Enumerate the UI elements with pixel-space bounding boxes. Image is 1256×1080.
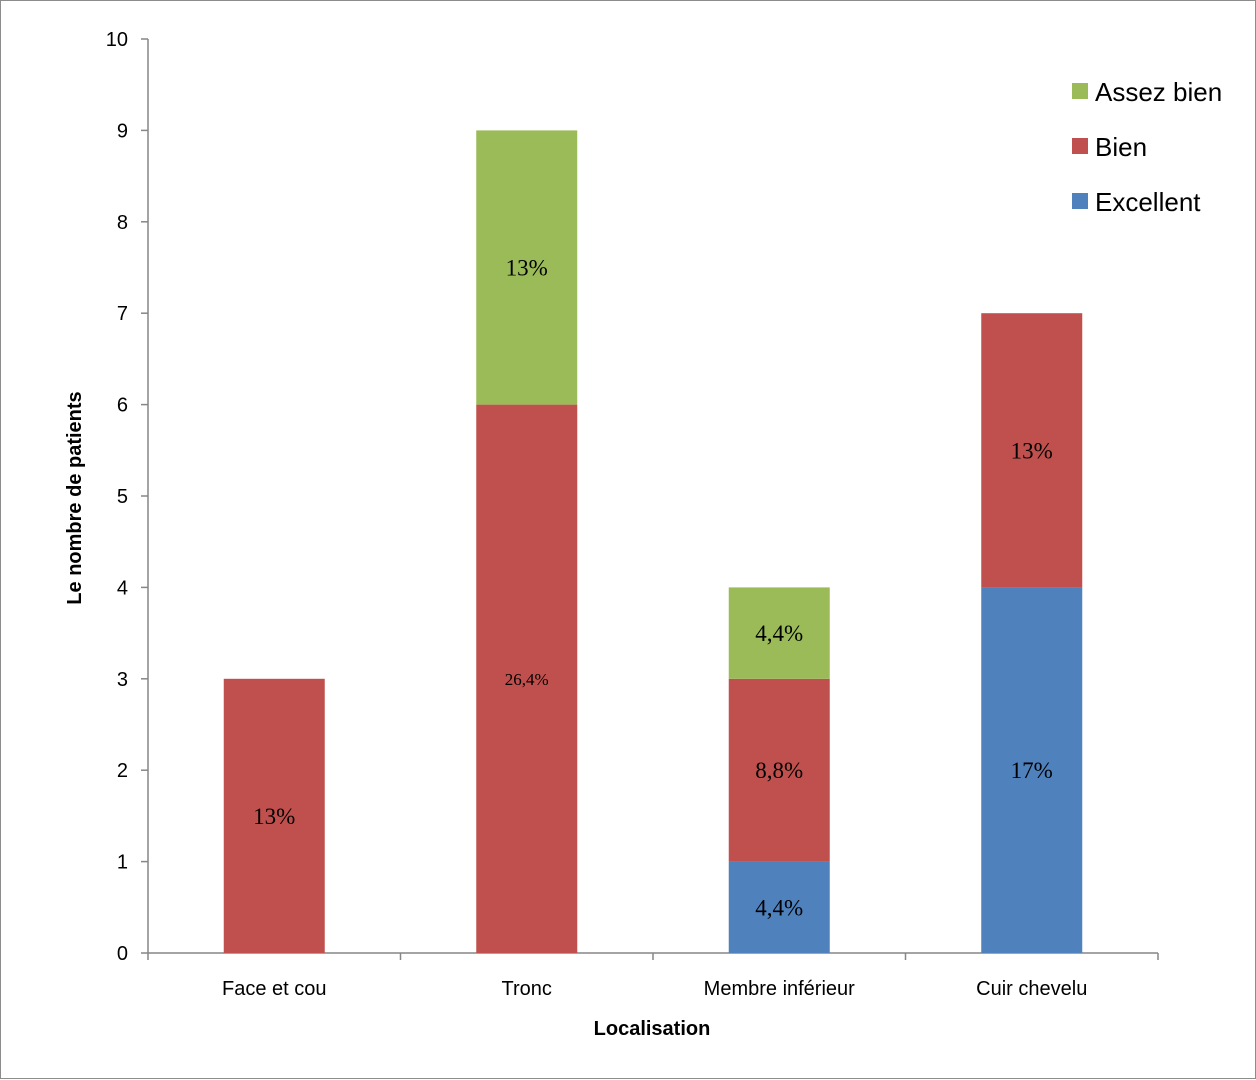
data-label: 26,4% (505, 670, 549, 689)
data-label: 4,4% (755, 621, 803, 646)
bar-segment-bien (981, 313, 1083, 588)
data-label: 8,8% (755, 758, 803, 783)
y-tick-label: 7 (117, 303, 128, 325)
x-tick-label: Tronc (502, 978, 552, 1000)
bar-segment-excellent (728, 861, 830, 953)
axes-layer: 0 1 2 3 4 5 6 7 8 9 10 Face et cou Tronc Membre infér… (106, 29, 1159, 1000)
legend-label: Assez bien (1095, 77, 1222, 107)
x-tick-label: Membre inférieur (704, 978, 856, 1000)
bar-segment-assez-bien (728, 587, 830, 679)
data-labels-layer: 13% 26,4% 13% 4,4% 8,8% 4,4% 17% 13% (253, 256, 1053, 921)
y-tick-label: 10 (106, 29, 128, 51)
legend-label: Bien (1095, 132, 1147, 162)
y-axis-title: Le nombre de patients (64, 391, 86, 604)
x-axis-title: Localisation (594, 1018, 711, 1040)
bar-segment-excellent (981, 587, 1083, 953)
x-tick-label: Cuir chevelu (976, 978, 1087, 1000)
bar-segment-bien (728, 678, 830, 862)
legend-swatch (1072, 138, 1088, 154)
y-tick-label: 2 (117, 760, 128, 782)
legend-swatch (1072, 193, 1088, 209)
legend: Assez bien Bien Excellent (1072, 77, 1222, 217)
legend-swatch (1072, 83, 1088, 99)
bar-segment-bien (476, 404, 578, 954)
y-tick-label: 1 (117, 852, 128, 874)
y-tick-label: 5 (117, 486, 128, 508)
bar-segment-assez-bien (476, 130, 578, 405)
y-tick-label: 3 (117, 669, 128, 691)
x-tick-label: Face et cou (222, 978, 327, 1000)
data-label: 4,4% (755, 895, 803, 920)
bars-layer (223, 130, 1083, 954)
data-label: 13% (506, 256, 548, 281)
y-tick-label: 8 (117, 212, 128, 234)
data-label: 17% (1011, 758, 1053, 783)
data-label: 13% (253, 804, 295, 829)
data-label: 13% (1011, 438, 1053, 463)
bar-segment-bien (223, 678, 325, 953)
y-tick-label: 0 (117, 943, 128, 965)
y-tick-label: 4 (117, 577, 128, 599)
y-tick-label: 6 (117, 395, 128, 417)
y-tick-label: 9 (117, 120, 128, 142)
legend-label: Excellent (1095, 187, 1201, 217)
